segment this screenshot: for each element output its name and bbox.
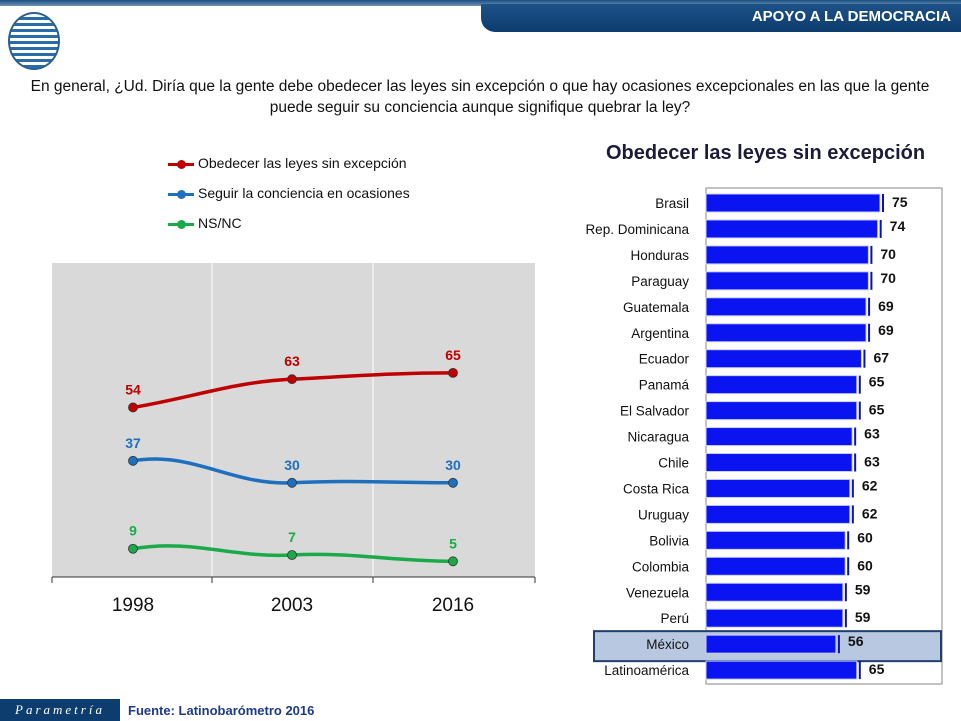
- bar-category-label: Perú: [660, 611, 689, 626]
- data-point: [287, 550, 297, 560]
- bar-category-label: Colombia: [632, 559, 690, 574]
- plot-area: [52, 263, 535, 577]
- bar-category-label: Argentina: [631, 326, 689, 341]
- bar: [705, 401, 858, 421]
- bar-value-label: 62: [862, 505, 878, 521]
- bar-category-label: Chile: [658, 456, 689, 471]
- bar-value-label: 60: [857, 529, 873, 545]
- bar: [705, 193, 881, 213]
- bar: [705, 349, 862, 369]
- bar-category-label: Costa Rica: [623, 481, 690, 496]
- section-banner: APOYO A LA DEMOCRACIA: [481, 4, 961, 32]
- data-point: [448, 556, 458, 567]
- legend-swatch: [168, 219, 194, 229]
- bar: [705, 245, 869, 265]
- bar: [705, 530, 846, 550]
- data-label: 7: [288, 529, 296, 545]
- bar-category-label: Brasil: [655, 196, 689, 211]
- legend-swatch: [168, 189, 194, 199]
- question-text: En general, ¿Ud. Diría que la gente debe…: [30, 78, 930, 116]
- bar-value-label: 59: [855, 609, 871, 625]
- bar: [705, 504, 851, 524]
- legend-label: Seguir la conciencia en ocasiones: [198, 185, 410, 201]
- data-point: [287, 477, 297, 488]
- legend-swatch: [168, 159, 194, 169]
- bar: [705, 427, 853, 447]
- bar-value-label: 60: [857, 557, 873, 573]
- x-tick-label: 1998: [112, 595, 154, 616]
- bar: [705, 556, 846, 576]
- bar-value-label: 65: [869, 374, 885, 390]
- bar-chart-title: Obedecer las leyes sin excepción: [606, 142, 926, 164]
- bar: [705, 478, 851, 498]
- bar-value-label: 62: [862, 477, 878, 493]
- bar-category-label: Honduras: [630, 248, 689, 263]
- legend-label: Obedecer las leyes sin excepción: [198, 155, 407, 171]
- data-point: [128, 543, 138, 554]
- legend-item: Obedecer las leyes sin excepción: [168, 155, 407, 171]
- x-tick-label: 2016: [432, 595, 474, 616]
- bar-category-label: Ecuador: [639, 352, 690, 367]
- bar-value-label: 67: [873, 350, 889, 366]
- x-tick-label: 2003: [271, 595, 313, 616]
- bar: [705, 375, 858, 395]
- bar-category-label: Nicaragua: [627, 430, 689, 445]
- data-label: 9: [129, 523, 137, 539]
- data-label: 30: [284, 457, 300, 473]
- bar: [705, 608, 844, 628]
- bar-category-label: Panamá: [639, 378, 690, 393]
- data-label: 65: [445, 347, 461, 363]
- bar-value-label: 74: [890, 218, 906, 234]
- bar-value-label: 56: [848, 633, 864, 649]
- top-bar: [0, 0, 961, 6]
- parametria-logo: Parametría: [0, 699, 120, 721]
- bar: [705, 660, 858, 680]
- bar-value-label: 65: [869, 661, 885, 677]
- bar-category-label: Bolivia: [649, 533, 689, 548]
- bar: [705, 219, 879, 239]
- bar-category-label: Paraguay: [631, 274, 689, 289]
- bar-value-label: 65: [869, 402, 885, 418]
- bar-value-label: 70: [880, 270, 896, 286]
- data-point: [448, 367, 458, 378]
- bar-value-label: 70: [880, 246, 896, 262]
- bar-category-label: Latinoamérica: [604, 663, 689, 678]
- data-label: 54: [125, 381, 141, 397]
- bar-category-label: Uruguay: [638, 507, 689, 522]
- bar-value-label: 69: [878, 322, 894, 338]
- data-point: [448, 477, 458, 488]
- bar: [705, 323, 867, 343]
- bar-value-label: 69: [878, 298, 894, 314]
- bar-value-label: 75: [892, 194, 908, 210]
- bar-category-label: Guatemala: [623, 300, 690, 315]
- data-point: [287, 374, 297, 385]
- bar-category-label: Rep. Dominicana: [585, 222, 689, 237]
- legend-item: NS/NC: [168, 215, 242, 231]
- bar: [705, 634, 837, 654]
- legend-label: NS/NC: [198, 215, 242, 231]
- data-point: [128, 402, 138, 413]
- data-point: [128, 455, 138, 466]
- data-label: 37: [125, 435, 141, 451]
- bar-category-label: Venezuela: [626, 585, 690, 600]
- bar-category-label: El Salvador: [620, 404, 690, 419]
- bar: [705, 271, 869, 291]
- data-label: 5: [449, 535, 457, 551]
- bar-value-label: 63: [864, 426, 880, 442]
- bar-value-label: 63: [864, 454, 880, 470]
- data-label: 63: [284, 353, 300, 369]
- data-label: 30: [445, 457, 461, 473]
- bar-category-label: México: [646, 637, 689, 652]
- source-text: Fuente: Latinobarómetro 2016: [128, 703, 315, 718]
- bar-value-label: 59: [855, 581, 871, 597]
- bar: [705, 582, 844, 602]
- bar: [705, 453, 853, 472]
- legend-item: Seguir la conciencia en ocasiones: [168, 185, 410, 201]
- bar: [705, 297, 867, 317]
- latinobarometro-logo: [8, 12, 60, 70]
